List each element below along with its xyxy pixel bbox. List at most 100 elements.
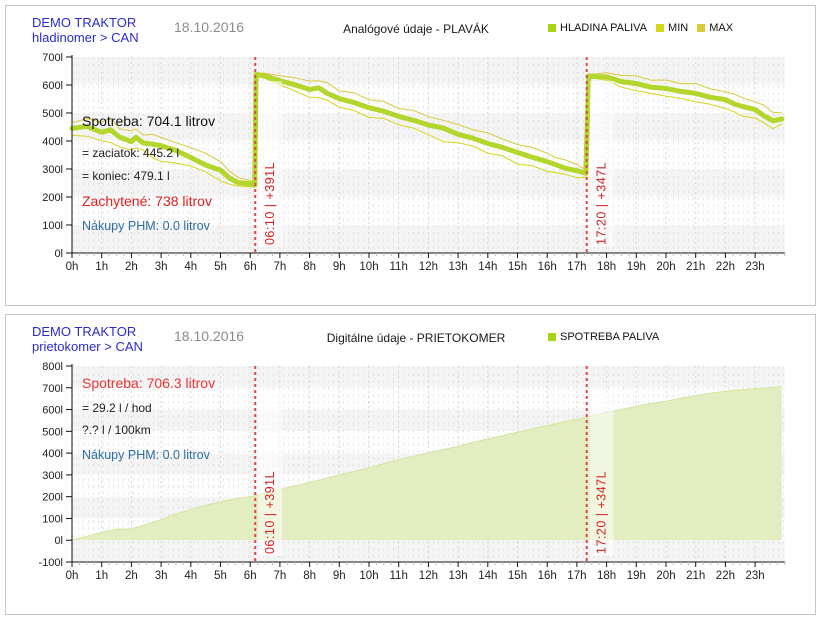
annotation-start-level: = zaciatok: 445.2 l	[82, 146, 180, 160]
x-tick-label: 20h	[656, 570, 675, 582]
x-tick-label: 14h	[478, 261, 497, 273]
series-hladina-paliva	[69, 71, 785, 188]
x-tick-label: 2h	[125, 261, 138, 273]
refuel-event-label: 06:10 | +391L	[263, 471, 277, 554]
y-tick-label: 100l	[42, 513, 63, 525]
x-tick-label: 17h	[567, 570, 586, 582]
x-tick-label: 5h	[214, 261, 227, 273]
y-tick-label: 200l	[42, 492, 63, 504]
y-tick-label: 0l	[54, 535, 63, 547]
x-tick-label: 16h	[538, 570, 557, 582]
annotation-consumption: Spotreba: 706.3 litrov	[82, 375, 216, 391]
x-tick-label: 1h	[95, 570, 108, 582]
x-tick-label: 8h	[303, 261, 316, 273]
refuel-event-label-bg	[258, 81, 283, 247]
panel-digital-flowmeter: 06:10 | +391L 17:20 | +347L 800l 700l 600l 50…	[5, 314, 816, 615]
x-tick-label: 22h	[716, 261, 735, 273]
refuel-event: 06:10 | +391L	[254, 366, 283, 562]
legend: SPOTREBA PALIVA	[548, 331, 659, 343]
legend-label: MAX	[709, 22, 734, 34]
x-tick-label: 19h	[627, 261, 646, 273]
x-tick-label: 3h	[155, 570, 168, 582]
x-tick-label: 9h	[333, 261, 346, 273]
x-tick-label: 15h	[508, 261, 527, 273]
device-channel: prietokomer > CAN	[32, 339, 143, 354]
y-tick-label: 0l	[54, 248, 63, 260]
fuel-consumption-chart: 06:10 | +391L 17:20 | +347L800l700l600l50…	[39, 361, 786, 582]
x-tick-label: 2h	[125, 570, 138, 582]
x-tick-label: 17h	[567, 261, 586, 273]
legend-item: SPOTREBA PALIVA	[548, 331, 659, 343]
legend-label: SPOTREBA PALIVA	[560, 331, 660, 343]
x-tick-label: 9h	[333, 570, 346, 582]
refuel-event-label: 17:20 | +347L	[595, 471, 609, 554]
device-name: DEMO TRAKTOR	[32, 324, 137, 339]
annotation-liters-per-hour: = 29.2 l / hod	[82, 401, 152, 415]
legend-label: MIN	[668, 22, 689, 34]
y-tick-label: 300l	[42, 470, 63, 482]
axes: 800l700l600l500l400l300l200l100l0l-100l0…	[39, 361, 786, 582]
legend: HLADINA PALIVA MIN MAX	[548, 22, 733, 34]
refuel-event-label: 06:10 | +391L	[263, 162, 277, 245]
y-tick-label: 800l	[42, 361, 63, 373]
y-tick-label: -100l	[39, 557, 63, 569]
x-tick-label: 10h	[359, 261, 378, 273]
x-tick-label: 13h	[449, 570, 468, 582]
legend-swatch-icon	[548, 24, 556, 32]
y-tick-label: 400l	[42, 448, 63, 460]
annotation-fuel-purchases: Nákupy PHM: 0.0 litrov	[82, 448, 210, 462]
annotation-consumption: Spotreba: 704.1 litrov	[82, 113, 216, 129]
x-tick-label: 11h	[390, 261, 408, 273]
device-header: DEMO TRAKTOR hladinomer > CAN	[32, 15, 139, 45]
y-tick-label: 500l	[42, 108, 63, 120]
device-name: DEMO TRAKTOR	[32, 15, 137, 30]
x-tick-label: 8h	[303, 570, 316, 582]
x-tick-label: 21h	[686, 261, 705, 273]
x-tick-label: 4h	[184, 570, 197, 582]
y-tick-label: 500l	[42, 426, 63, 438]
x-tick-label: 0h	[66, 570, 79, 582]
refuel-event: 06:10 | +391L	[254, 57, 283, 253]
refuel-event: 17:20 | +347L	[585, 366, 614, 562]
refuel-event-label-bg	[589, 81, 614, 247]
x-tick-label: 14h	[478, 570, 497, 582]
x-tick-label: 0h	[66, 261, 79, 273]
x-tick-label: 11h	[390, 570, 408, 582]
legend-label: HLADINA PALIVA	[560, 22, 648, 34]
panel-analog-fuel-level: 06:10 | +391L 17:20 | +347L 700l 600l 500l 40…	[5, 5, 816, 306]
chart-date: 18.10.2016	[174, 19, 245, 35]
refuel-event-label-bg	[258, 390, 283, 556]
x-tick-label: 15h	[508, 570, 527, 582]
x-tick-label: 12h	[419, 261, 438, 273]
x-tick-label: 3h	[155, 261, 168, 273]
x-tick-label: 19h	[627, 570, 646, 582]
x-tick-label: 6h	[244, 570, 257, 582]
refuel-event: 17:20 | +347L	[585, 57, 614, 253]
x-tick-label: 7h	[274, 570, 287, 582]
legend-swatch-icon	[697, 24, 706, 32]
x-tick-label: 6h	[244, 261, 257, 273]
y-tick-label: 400l	[42, 136, 63, 148]
legend-swatch-icon	[656, 24, 665, 32]
x-tick-label: 5h	[214, 570, 227, 582]
annotation-liters-per-100km: ?.? l / 100km	[82, 423, 151, 437]
x-tick-label: 18h	[597, 261, 616, 273]
x-tick-label: 16h	[538, 261, 557, 273]
legend-swatch-icon	[548, 333, 556, 341]
y-tick-label: 300l	[42, 164, 63, 176]
y-tick-label: 600l	[42, 405, 63, 417]
series-spotreba-paliva	[71, 386, 782, 541]
x-tick-label: 21h	[686, 570, 705, 582]
x-tick-label: 22h	[716, 570, 735, 582]
y-tick-label: 200l	[42, 192, 63, 204]
device-header: DEMO TRAKTOR prietokomer > CAN	[32, 324, 143, 354]
series-max	[71, 72, 783, 184]
y-tick-label: 100l	[42, 220, 63, 232]
annotation-fuel-purchases: Nákupy PHM: 0.0 litrov	[82, 219, 210, 233]
x-tick-label: 10h	[359, 570, 378, 582]
annotation-captured: Zachytené: 738 litrov	[82, 193, 212, 209]
refuel-event-label-bg	[589, 390, 614, 556]
device-channel: hladinomer > CAN	[32, 30, 139, 45]
legend-item: MIN	[656, 22, 688, 34]
